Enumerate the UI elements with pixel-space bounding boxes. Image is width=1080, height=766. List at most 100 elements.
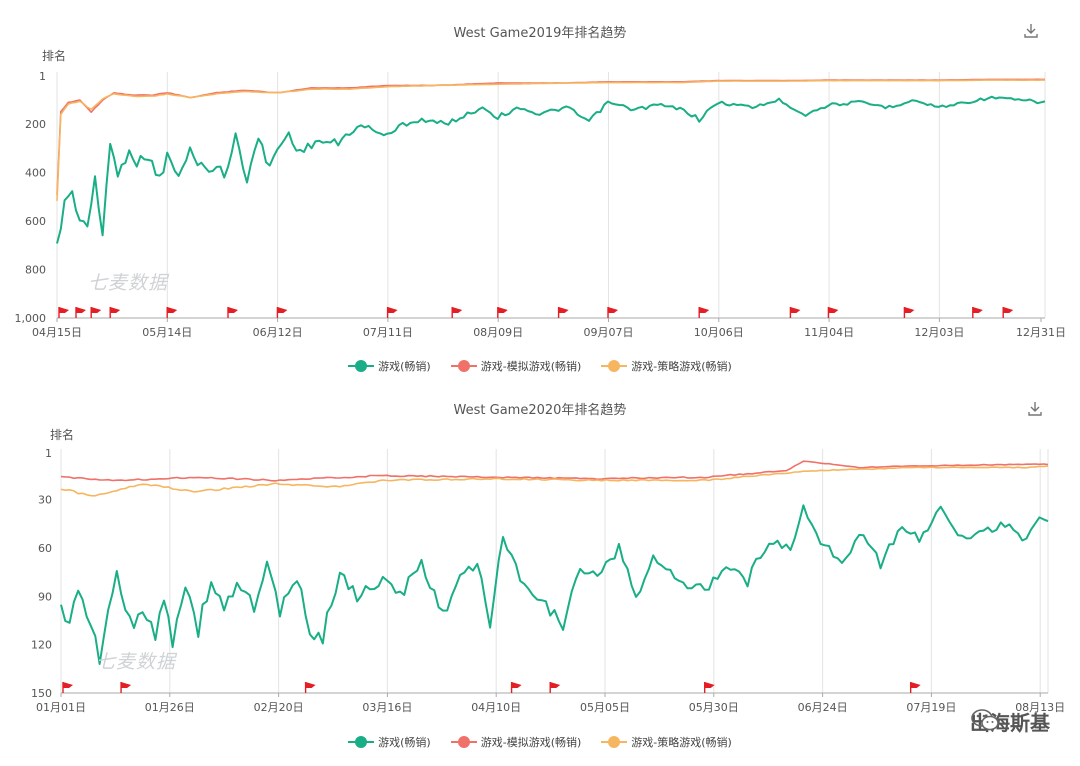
y-axis-title: 排名 bbox=[50, 428, 75, 442]
y-tick-label: 150 bbox=[31, 687, 52, 700]
event-flag bbox=[166, 307, 178, 318]
flag-icon bbox=[76, 307, 86, 313]
event-flag bbox=[607, 307, 618, 318]
x-tick-label: 01月26日 bbox=[145, 701, 195, 714]
x-tick-label: 10月06日 bbox=[694, 326, 744, 339]
x-tick-label: 05月14日 bbox=[142, 326, 192, 339]
flag-icon bbox=[63, 682, 73, 688]
event-flag bbox=[510, 682, 522, 693]
legend-item-game[interactable]: 游戏(畅销) bbox=[348, 358, 431, 374]
legend-item-game[interactable]: 游戏(畅销) bbox=[348, 734, 431, 750]
flag-icon bbox=[452, 307, 463, 313]
chart-title: West Game2019年排名趋势 bbox=[453, 26, 627, 41]
event-flag bbox=[109, 307, 121, 318]
x-tick-label: 11月04日 bbox=[804, 326, 854, 339]
x-tick-label: 02月20日 bbox=[254, 701, 304, 714]
flag-icon bbox=[497, 307, 508, 313]
y-tick-label: 800 bbox=[25, 264, 46, 277]
legend-item-strategy[interactable]: 游戏-策略游戏(畅销) bbox=[601, 734, 732, 750]
event-flag bbox=[549, 682, 561, 693]
flag-icon bbox=[704, 682, 715, 688]
flag-icon bbox=[790, 307, 801, 313]
flag-icon bbox=[167, 307, 178, 313]
event-flag bbox=[227, 307, 238, 318]
event-flag bbox=[903, 307, 915, 318]
x-tick-label: 12月03日 bbox=[914, 326, 964, 339]
legend-label: 游戏-模拟游戏(畅销) bbox=[480, 360, 582, 373]
y-tick-label: 120 bbox=[31, 639, 52, 652]
legend: 游戏(畅销) 游戏-模拟游戏(畅销) 游戏-策略游戏(畅销) bbox=[0, 358, 1080, 374]
x-tick-label: 04月15日 bbox=[32, 326, 82, 339]
x-tick-label: 08月09日 bbox=[473, 326, 523, 339]
legend-label: 游戏-模拟游戏(畅销) bbox=[480, 736, 582, 749]
event-flag bbox=[276, 307, 288, 318]
flag-icon bbox=[59, 307, 69, 313]
legend-item-strategy[interactable]: 游戏-策略游戏(畅销) bbox=[601, 358, 732, 374]
event-flag bbox=[304, 682, 316, 693]
series-game bbox=[60, 504, 1049, 665]
x-tick-label: 08月13日 bbox=[1015, 701, 1065, 714]
flag-icon bbox=[1003, 307, 1014, 313]
event-flag bbox=[497, 307, 508, 318]
event-flag bbox=[972, 307, 983, 318]
flag-icon bbox=[904, 307, 915, 313]
event-flag bbox=[789, 307, 801, 318]
y-tick-label: 60 bbox=[38, 542, 52, 555]
flag-icon bbox=[972, 307, 983, 313]
x-tick-label: 06月24日 bbox=[798, 701, 848, 714]
y-tick-label: 400 bbox=[25, 167, 46, 180]
x-tick-label: 07月11日 bbox=[363, 326, 413, 339]
event-flag bbox=[698, 307, 710, 318]
event-flag bbox=[75, 307, 86, 318]
flag-icon bbox=[121, 682, 132, 688]
legend-label: 游戏-策略游戏(畅销) bbox=[631, 736, 732, 749]
wechat-icon bbox=[971, 709, 999, 731]
legend-item-simulation[interactable]: 游戏-模拟游戏(畅销) bbox=[450, 358, 582, 374]
flag-icon bbox=[699, 307, 710, 313]
flag-icon bbox=[828, 307, 839, 313]
y-tick-label: 30 bbox=[38, 494, 52, 507]
event-flag bbox=[909, 682, 921, 693]
legend-item-simulation[interactable]: 游戏-模拟游戏(畅销) bbox=[450, 734, 582, 750]
y-tick-label: 1 bbox=[39, 70, 46, 83]
x-tick-label: 05月30日 bbox=[689, 701, 739, 714]
series-strategy bbox=[56, 79, 1045, 201]
flag-icon bbox=[910, 682, 921, 688]
event-flag bbox=[451, 307, 463, 318]
flag-icon bbox=[277, 307, 288, 313]
series-game bbox=[56, 95, 1046, 244]
x-tick-label: 09月07日 bbox=[584, 326, 634, 339]
x-tick-label: 12月31日 bbox=[1016, 326, 1066, 339]
y-tick-label: 200 bbox=[25, 118, 46, 131]
event-flag bbox=[90, 307, 102, 318]
watermark: 七麦数据 bbox=[96, 651, 177, 673]
chart-panel-2019: West Game2019年排名趋势 排名 1 200 400 600 800 1,000… bbox=[0, 0, 1080, 382]
event-flag bbox=[557, 307, 569, 318]
event-flag bbox=[827, 307, 839, 318]
series-simulation bbox=[56, 78, 1045, 196]
flag-icon bbox=[110, 307, 121, 313]
event-flag bbox=[120, 682, 132, 693]
download-icon[interactable] bbox=[1022, 22, 1040, 40]
x-tick-label: 04月10日 bbox=[471, 701, 521, 714]
legend-label: 游戏(畅销) bbox=[378, 736, 431, 749]
flag-icon bbox=[305, 682, 316, 688]
flag-icon bbox=[608, 307, 618, 313]
brand-watermark: 出海斯基 bbox=[970, 707, 1050, 736]
y-tick-label: 90 bbox=[38, 590, 52, 603]
flag-icon bbox=[558, 307, 569, 313]
event-flag bbox=[703, 682, 715, 693]
watermark: 七麦数据 bbox=[88, 272, 169, 294]
flag-icon bbox=[228, 307, 238, 313]
x-tick-label: 05月05日 bbox=[580, 701, 630, 714]
flag-icon bbox=[387, 307, 398, 313]
flag-icon bbox=[91, 307, 102, 313]
legend: 游戏(畅销) 游戏-模拟游戏(畅销) 游戏-策略游戏(畅销) bbox=[0, 734, 1080, 750]
flag-icon bbox=[550, 682, 561, 688]
chart-panel-2020: West Game2020年排名趋势 排名 1 30 60 90 120 150 01月01… bbox=[0, 385, 1080, 766]
event-flag bbox=[1002, 307, 1014, 318]
legend-label: 游戏-策略游戏(畅销) bbox=[631, 360, 732, 373]
download-icon[interactable] bbox=[1026, 400, 1044, 418]
x-tick-label: 03月16日 bbox=[362, 701, 412, 714]
